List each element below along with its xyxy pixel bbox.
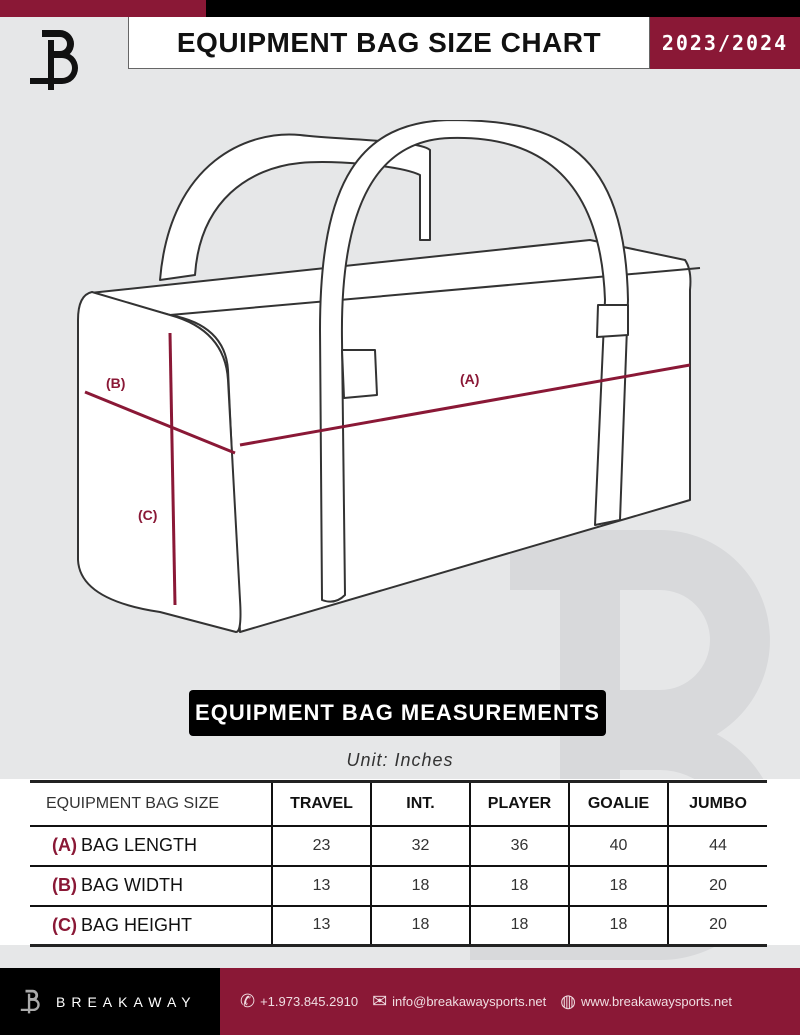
row-name: BAG LENGTH <box>81 835 198 855</box>
footer-contacts: ✆ +1.973.845.2910 ✉ info@breakawaysports.n… <box>220 968 800 1035</box>
row-label: (B) BAG WIDTH <box>30 864 272 906</box>
col-header: INT. <box>370 781 470 826</box>
col-header: JUMBO <box>667 781 767 826</box>
section-title: EQUIPMENT BAG MEASUREMENTS <box>195 700 600 725</box>
cell: 36 <box>469 824 569 866</box>
table-header-row: EQUIPMENT BAG SIZE TRAVEL INT. PLAYER GO… <box>30 781 767 826</box>
table-row: (B) BAG WIDTH 13 18 18 18 20 <box>30 864 767 906</box>
email-address: info@breakawaysports.net <box>392 994 547 1009</box>
website-url: www.breakawaysports.net <box>580 994 732 1009</box>
front-handle <box>319 120 629 603</box>
brand-name: BREAKAWAY <box>56 993 197 1010</box>
website-contact[interactable]: ◍ www.breakawaysports.net <box>560 991 732 1012</box>
row-label: (A) BAG LENGTH <box>30 824 272 866</box>
table-row: (C) BAG HEIGHT 13 18 18 18 20 <box>30 904 767 946</box>
cell: 18 <box>469 904 569 946</box>
unit-label: Unit: Inches <box>346 750 454 770</box>
size-table: EQUIPMENT BAG SIZE TRAVEL INT. PLAYER GO… <box>30 780 767 947</box>
cell: 13 <box>271 904 371 946</box>
row-name: BAG WIDTH <box>81 875 183 895</box>
cell: 32 <box>370 824 470 866</box>
corner-header: EQUIPMENT BAG SIZE <box>46 794 220 812</box>
label-c: (C) <box>138 507 157 523</box>
cell: 23 <box>271 824 371 866</box>
cell: 44 <box>667 824 767 866</box>
title-banner: EQUIPMENT BAG SIZE CHART <box>128 17 650 69</box>
phone-icon: ✆ <box>240 991 256 1011</box>
email-contact[interactable]: ✉ info@breakawaysports.net <box>372 991 546 1012</box>
phone-number: +1.973.845.2910 <box>260 994 359 1009</box>
cell: 18 <box>568 864 668 906</box>
section-banner: EQUIPMENT BAG MEASUREMENTS <box>189 690 606 736</box>
season-banner: 2023/2024 <box>650 17 800 69</box>
phone-contact[interactable]: ✆ +1.973.845.2910 <box>240 991 358 1012</box>
label-b: (B) <box>106 375 125 391</box>
cell: 20 <box>667 864 767 906</box>
season-label: 2023/2024 <box>661 31 789 55</box>
row-key: (C) <box>52 914 77 935</box>
row-key: (B) <box>52 875 77 895</box>
back-handle <box>159 133 431 281</box>
cell: 40 <box>568 824 668 866</box>
cell: 13 <box>271 864 371 906</box>
bag-end-panel <box>77 291 242 633</box>
col-header: TRAVEL <box>271 781 371 826</box>
footer-logo-icon <box>20 989 40 1013</box>
top-black-bar <box>206 0 800 17</box>
table-row: (A) BAG LENGTH 23 32 36 40 44 <box>30 824 767 866</box>
globe-icon: ◍ <box>560 991 576 1011</box>
cell: 18 <box>568 904 668 946</box>
dimension-a-line <box>239 363 691 447</box>
brand-logo <box>28 28 94 99</box>
dimension-b-line <box>84 390 236 455</box>
row-key: (A) <box>52 835 77 855</box>
col-header: PLAYER <box>469 781 569 826</box>
cell: 18 <box>370 904 470 946</box>
cell: 18 <box>469 864 569 906</box>
envelope-icon: ✉ <box>372 991 388 1011</box>
col-header: GOALIE <box>568 781 668 826</box>
page-title: EQUIPMENT BAG SIZE CHART <box>176 26 602 58</box>
label-a: (A) <box>460 371 479 387</box>
bag-body <box>89 239 692 633</box>
footer-brand: BREAKAWAY <box>0 968 220 1035</box>
watermark-logo <box>470 530 780 960</box>
cell: 18 <box>370 864 470 906</box>
row-label: (C) BAG HEIGHT <box>30 904 272 946</box>
top-accent-bar <box>0 0 206 17</box>
dimension-c-line <box>168 332 177 606</box>
row-name: BAG HEIGHT <box>81 914 193 935</box>
bag-diagram: (A) (B) (C) <box>77 120 701 633</box>
cell: 20 <box>667 904 767 946</box>
